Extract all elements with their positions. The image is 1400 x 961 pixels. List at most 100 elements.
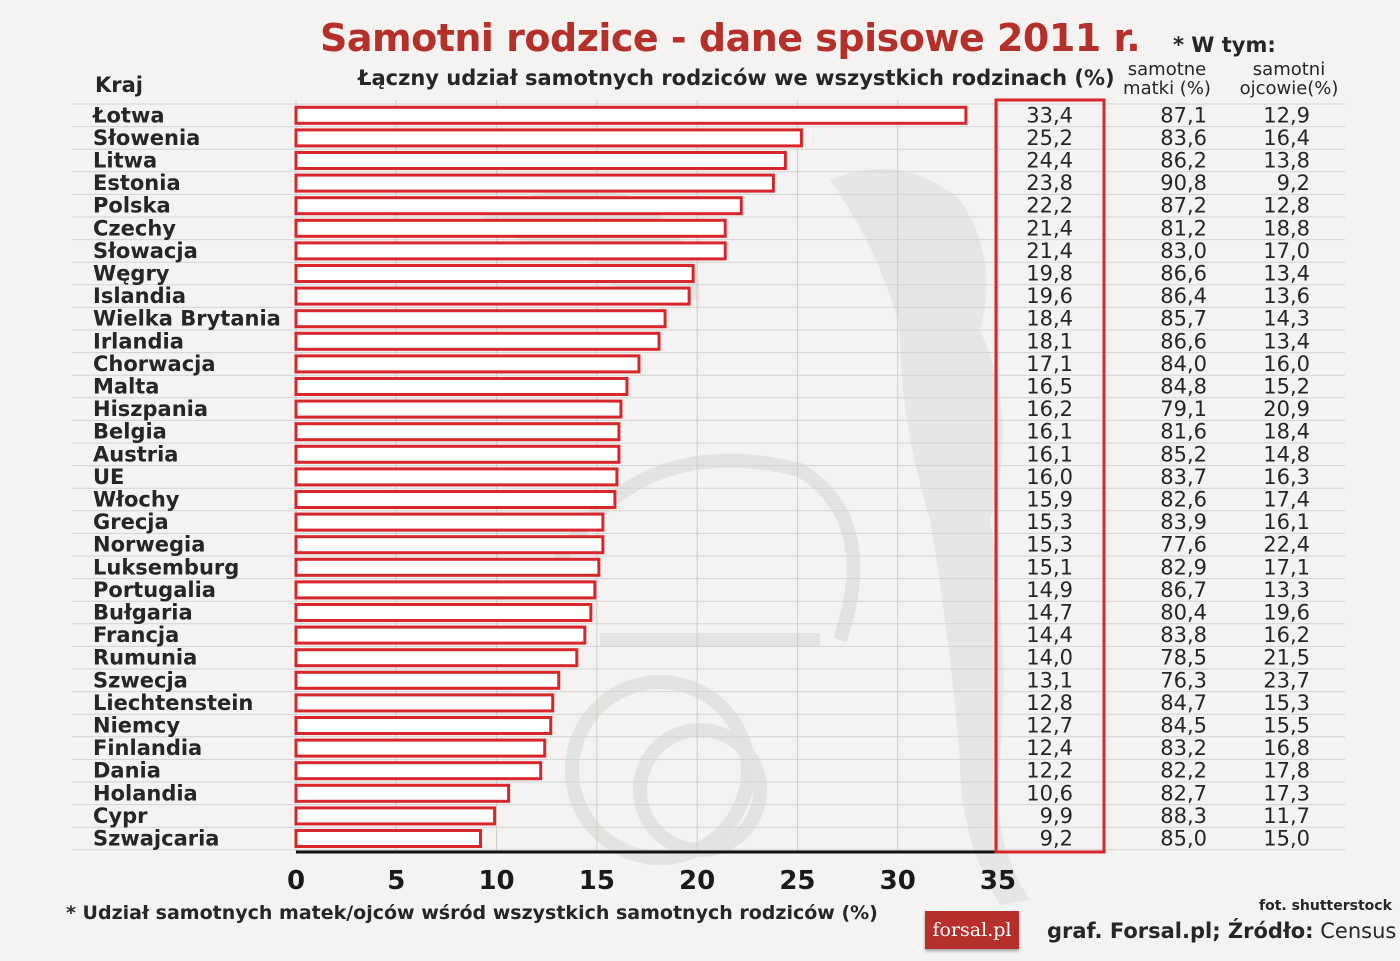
bar <box>294 196 743 216</box>
mothers-value: 77,6 <box>1160 533 1207 557</box>
value-label: 13,1 <box>1026 668 1073 692</box>
value-label: 15,9 <box>1026 488 1073 512</box>
value-label: 25,2 <box>1026 126 1073 150</box>
country-label: Niemcy <box>93 714 180 738</box>
value-label: 12,2 <box>1026 759 1073 783</box>
country-column-header: Kraj <box>95 73 143 97</box>
mothers-value: 85,0 <box>1160 827 1207 851</box>
x-tick-label: 0 <box>287 866 305 896</box>
country-label: Węgry <box>93 262 170 286</box>
bar <box>294 128 803 148</box>
gridlines <box>72 100 1345 852</box>
x-tick-label: 20 <box>679 866 715 896</box>
forsal-logo: forsal.pl <box>925 911 1019 949</box>
bar <box>294 399 623 419</box>
mothers-value: 82,7 <box>1160 781 1207 805</box>
country-label: Islandia <box>93 284 186 308</box>
bar <box>294 603 593 622</box>
mothers-value: 82,9 <box>1160 555 1207 579</box>
bar <box>294 467 619 487</box>
fathers-header-line1: samotni <box>1252 59 1326 80</box>
fathers-value: 15,5 <box>1263 714 1310 738</box>
fathers-value: 16,0 <box>1263 352 1310 376</box>
mothers-value: 86,2 <box>1160 149 1207 173</box>
country-label: Grecja <box>93 510 169 534</box>
mothers-value: 87,2 <box>1160 194 1207 218</box>
mothers-header-line1: samotne <box>1127 59 1207 80</box>
fathers-value: 9,2 <box>1277 171 1310 195</box>
mothers-value: 79,1 <box>1160 397 1207 421</box>
bar <box>294 738 547 758</box>
fathers-column: 12,916,413,89,212,818,817,013,413,614,31… <box>1263 103 1310 850</box>
mothers-value: 81,2 <box>1160 216 1207 240</box>
country-label: Norwegia <box>93 533 205 557</box>
fathers-value: 12,9 <box>1263 103 1310 127</box>
value-label: 19,8 <box>1026 262 1073 286</box>
mothers-value: 87,1 <box>1160 103 1207 127</box>
value-label: 16,1 <box>1026 420 1073 444</box>
bar <box>294 151 787 170</box>
fathers-value: 15,0 <box>1263 827 1310 851</box>
value-label: 14,7 <box>1026 601 1073 625</box>
bar <box>294 331 661 351</box>
fathers-value: 15,2 <box>1263 375 1310 399</box>
bar <box>294 105 968 125</box>
mothers-value: 83,0 <box>1160 239 1207 263</box>
value-label: 33,4 <box>1026 103 1073 127</box>
value-highlight-box <box>994 98 1106 854</box>
country-label: Słowacja <box>93 239 198 263</box>
mothers-column-header: samotne matki (%) <box>1112 60 1222 98</box>
country-label: Finlandia <box>93 736 202 760</box>
chart-subtitle: Łączny udział samotnych rodziców we wszy… <box>358 66 1115 90</box>
value-label: 22,2 <box>1026 194 1073 218</box>
fathers-value: 18,4 <box>1263 420 1310 444</box>
fathers-value: 19,6 <box>1263 601 1310 625</box>
bar <box>294 218 727 238</box>
value-label: 16,0 <box>1026 465 1073 489</box>
mothers-value: 80,4 <box>1160 601 1207 625</box>
fathers-value: 16,2 <box>1263 623 1310 647</box>
value-label: 21,4 <box>1026 239 1073 263</box>
country-label: Rumunia <box>93 646 197 670</box>
fathers-value: 17,4 <box>1263 488 1310 512</box>
country-label: Hiszpania <box>93 397 208 421</box>
bar <box>294 490 617 509</box>
value-label: 15,3 <box>1026 510 1073 534</box>
source-prefix: graf. Forsal.pl; Źródło: <box>1047 919 1314 943</box>
mothers-value: 82,6 <box>1160 488 1207 512</box>
value-label: 14,9 <box>1026 578 1073 602</box>
bar <box>294 264 695 283</box>
value-label: 24,4 <box>1026 149 1073 173</box>
x-tick-label: 25 <box>779 866 815 896</box>
mothers-value: 81,6 <box>1160 420 1207 444</box>
bar <box>294 625 587 645</box>
bar <box>294 806 497 826</box>
mothers-value: 86,4 <box>1160 284 1207 308</box>
source-name: Census Hub <box>1320 919 1400 943</box>
bar <box>294 512 605 532</box>
fathers-value: 16,1 <box>1263 510 1310 534</box>
value-label: 21,4 <box>1026 216 1073 240</box>
mothers-value: 84,8 <box>1160 375 1207 399</box>
fathers-header-line2: ojcowie(%) <box>1239 78 1339 99</box>
country-label: Estonia <box>93 171 181 195</box>
country-label: Słowenia <box>93 126 200 150</box>
value-label: 15,1 <box>1026 555 1073 579</box>
mothers-value: 83,9 <box>1160 510 1207 534</box>
fathers-value: 13,6 <box>1263 284 1310 308</box>
x-tick-label: 15 <box>579 866 615 896</box>
bar <box>294 693 555 713</box>
x-tick-label: 5 <box>387 866 405 896</box>
fathers-value: 16,4 <box>1263 126 1310 150</box>
fathers-value: 13,4 <box>1263 329 1310 353</box>
value-label: 17,1 <box>1026 352 1073 376</box>
mothers-value: 83,2 <box>1160 736 1207 760</box>
mothers-value: 85,7 <box>1160 307 1207 331</box>
bar <box>294 422 621 442</box>
value-label: 15,3 <box>1026 533 1073 557</box>
chart-title: Samotni rodzice - dane spisowe 2011 r. <box>320 16 1141 60</box>
country-label: Dania <box>93 759 161 783</box>
mothers-value: 84,5 <box>1160 714 1207 738</box>
country-label: Malta <box>93 375 159 399</box>
